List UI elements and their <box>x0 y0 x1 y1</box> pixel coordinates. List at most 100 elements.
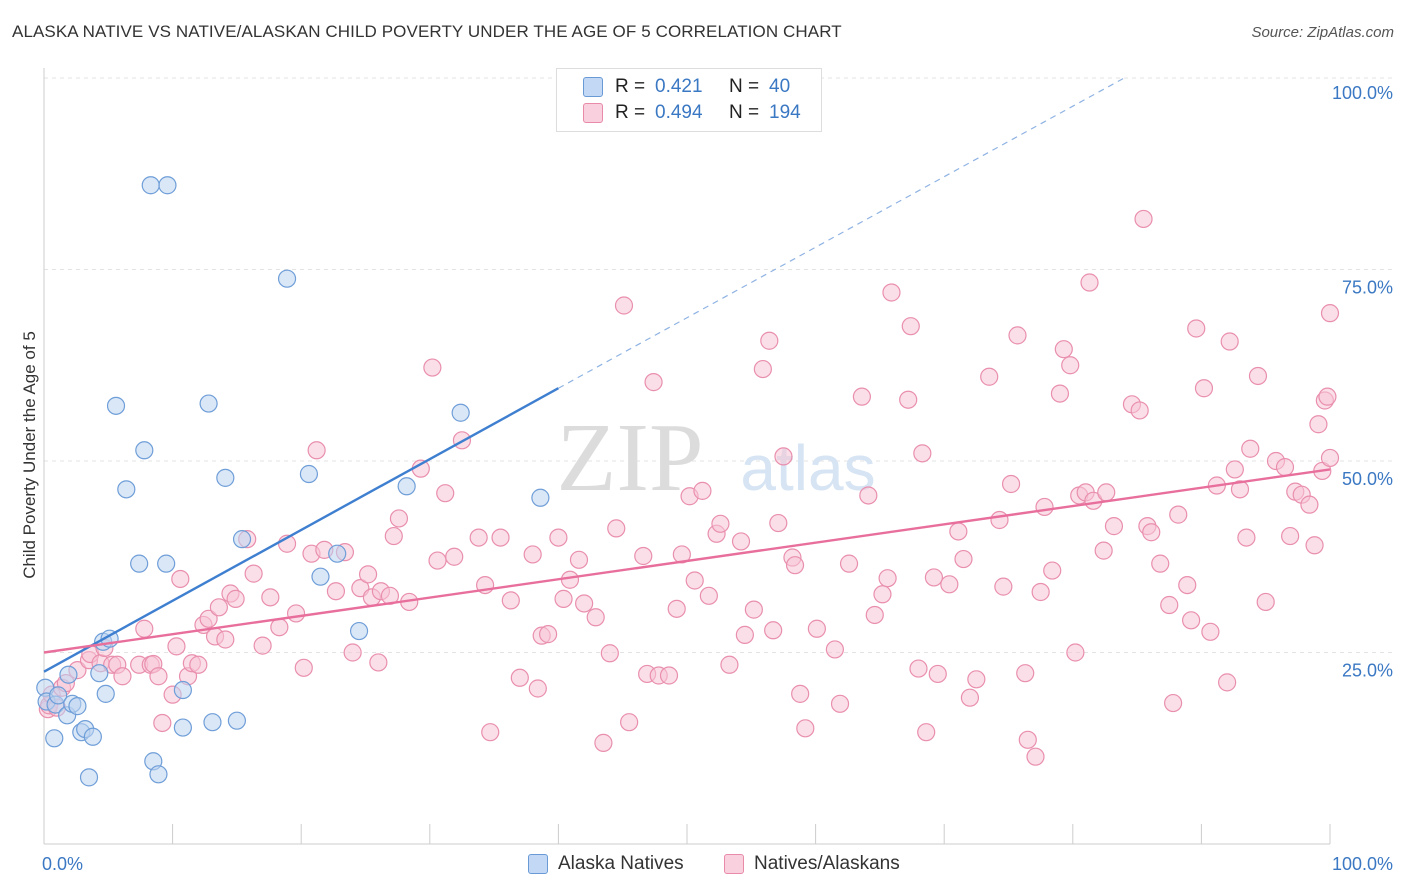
data-point <box>189 655 208 674</box>
data-point <box>199 609 218 628</box>
data-point <box>1230 480 1250 499</box>
data-point <box>130 554 149 573</box>
data-point <box>45 729 64 748</box>
data-point <box>1031 582 1050 602</box>
data-point <box>672 545 691 564</box>
data-point <box>693 481 712 500</box>
data-point <box>791 684 810 703</box>
data-point <box>1281 526 1300 546</box>
data-point <box>68 697 87 716</box>
data-point <box>203 713 222 732</box>
y-tick-label: 100.0% <box>1332 83 1393 103</box>
data-point <box>149 667 168 686</box>
data-point <box>216 468 235 487</box>
watermark-zip: ZIP <box>557 404 704 512</box>
chart-title: ALASKA NATIVE VS NATIVE/ALASKAN CHILD PO… <box>12 22 842 41</box>
data-point <box>1248 366 1268 386</box>
data-point <box>1008 326 1027 345</box>
data-point <box>328 544 347 563</box>
data-point <box>491 528 510 547</box>
data-point <box>830 694 850 713</box>
data-point <box>1218 673 1237 692</box>
data-point <box>873 585 892 604</box>
data-point <box>135 441 154 460</box>
x-tick-label: 0.0% <box>42 854 83 874</box>
data-point <box>1220 332 1239 351</box>
data-points <box>36 176 1340 787</box>
legend-swatch-pink <box>583 103 603 123</box>
tick-labels: 25.0% 50.0% 75.0% 100.0% 0.0% 100.0% <box>42 83 1393 874</box>
data-point <box>699 586 718 605</box>
data-point <box>913 444 932 463</box>
legend-row-natives-alaskans: R = 0.494 N = 194 <box>583 101 801 125</box>
legend-r-value: 0.421 <box>655 76 703 97</box>
data-point <box>549 528 568 547</box>
data-point <box>226 589 245 608</box>
data-point <box>731 532 751 551</box>
data-point <box>349 621 369 641</box>
watermark-atlas: atlas <box>740 432 875 504</box>
data-point <box>307 441 326 460</box>
data-point <box>859 486 878 505</box>
data-point <box>901 317 920 336</box>
data-point <box>501 591 520 610</box>
legend-n-label: N = <box>729 76 760 97</box>
data-point <box>253 636 272 655</box>
data-point <box>807 619 826 638</box>
legend-n-label: N = <box>729 102 760 123</box>
data-point <box>1066 643 1085 662</box>
data-point <box>659 666 679 685</box>
data-point <box>852 387 871 406</box>
data-point <box>960 688 980 707</box>
data-point <box>1035 497 1054 517</box>
data-point <box>1305 536 1324 555</box>
data-point <box>600 644 619 663</box>
data-point <box>451 403 470 422</box>
data-point <box>389 509 409 528</box>
data-point <box>909 659 928 678</box>
data-point <box>928 664 947 684</box>
data-point <box>1160 595 1179 615</box>
data-point <box>917 723 936 742</box>
data-point <box>1080 273 1099 292</box>
data-point <box>1016 664 1035 683</box>
data-point <box>141 176 160 195</box>
data-point <box>620 713 639 732</box>
legend-row-alaska-natives: R = 0.421 N = 40 <box>583 75 790 99</box>
data-point <box>735 625 754 644</box>
data-point <box>575 594 594 613</box>
data-point <box>79 768 99 787</box>
data-point <box>634 546 653 566</box>
data-point <box>1001 474 1021 494</box>
data-point <box>878 569 897 588</box>
legend-swatch-pink <box>724 854 744 874</box>
data-point <box>523 545 542 564</box>
y-tick-label: 75.0% <box>1342 278 1393 298</box>
legend-item-alaska-natives: Alaska Natives <box>528 851 684 877</box>
data-point <box>994 577 1013 596</box>
data-point <box>326 582 346 601</box>
data-point <box>216 630 235 649</box>
data-point <box>1061 356 1080 375</box>
data-point <box>667 599 686 618</box>
data-point <box>1169 505 1188 524</box>
data-point <box>149 765 168 784</box>
data-point <box>384 526 403 546</box>
data-point <box>199 394 218 413</box>
data-point <box>1151 554 1170 573</box>
data-point <box>967 670 986 689</box>
data-point <box>1164 693 1183 713</box>
data-point <box>554 589 573 608</box>
data-point <box>1050 384 1070 403</box>
data-point <box>764 621 783 640</box>
data-point <box>796 719 815 738</box>
data-point <box>171 569 190 589</box>
legend-swatch-blue <box>583 77 603 97</box>
data-point <box>423 358 442 377</box>
data-point <box>865 605 884 625</box>
data-point <box>1256 592 1275 612</box>
data-point <box>481 723 500 742</box>
data-point <box>286 604 306 623</box>
data-point <box>949 522 968 541</box>
legend-item-natives-alaskans: Natives/Alaskans <box>724 851 900 877</box>
